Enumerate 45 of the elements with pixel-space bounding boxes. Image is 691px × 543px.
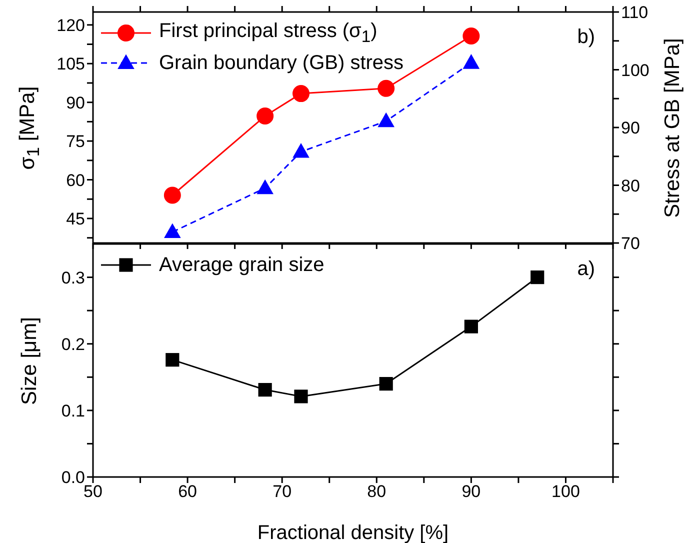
y2-tick-label: 110 — [621, 3, 648, 22]
y2-tick-label: 70 — [621, 234, 640, 254]
y-tick-label: 60 — [66, 170, 85, 190]
y-tick-label: 90 — [66, 93, 85, 112]
y-tick-label: 0.2 — [61, 334, 85, 354]
point — [379, 377, 393, 391]
point — [530, 270, 544, 284]
y-tick-label: 75 — [66, 132, 85, 152]
annotation: b) — [577, 26, 595, 48]
point — [294, 390, 308, 404]
x-axis-title: Fractional density [%] — [257, 522, 449, 543]
x-tick-label: 60 — [178, 482, 198, 502]
point — [462, 54, 480, 69]
point — [292, 142, 310, 158]
y-tick-label: 0.1 — [61, 401, 85, 420]
x-tick-label: 50 — [84, 482, 102, 502]
point — [256, 108, 274, 125]
x-tick-label: 80 — [367, 482, 386, 502]
y-tick-label: 120 — [56, 16, 85, 35]
point — [256, 179, 274, 194]
point — [378, 80, 395, 97]
y-tick-label: 0.0 — [61, 468, 85, 488]
y-tick-label: 45 — [66, 210, 85, 229]
point — [164, 186, 181, 204]
y-tick-label: 0.3 — [61, 268, 85, 288]
y2-tick-label: 100 — [621, 60, 650, 80]
point — [464, 320, 478, 334]
y-tick-label: 105 — [56, 54, 85, 74]
point — [378, 112, 394, 128]
legend-label: Average grain size — [159, 254, 324, 276]
legend-label: First principal stress (σ$_{1}$) — [159, 20, 378, 46]
x-tick-label: 100 — [552, 482, 580, 502]
y2-axis-title: Stress at GB [MPa] — [661, 38, 684, 218]
point — [258, 382, 272, 397]
annotation: a) — [577, 258, 595, 280]
x-tick-label: 90 — [462, 482, 481, 502]
point — [164, 223, 181, 238]
point — [292, 85, 310, 102]
y2-tick-label: 90 — [621, 118, 640, 138]
y2-tick-label: 80 — [621, 176, 640, 196]
x-tick-label: 70 — [272, 482, 292, 502]
y-axis-title: Size [μm] — [18, 316, 41, 404]
point — [166, 353, 180, 367]
legend-label: Grain boundary (GB) stress — [159, 52, 404, 74]
point — [462, 28, 480, 45]
